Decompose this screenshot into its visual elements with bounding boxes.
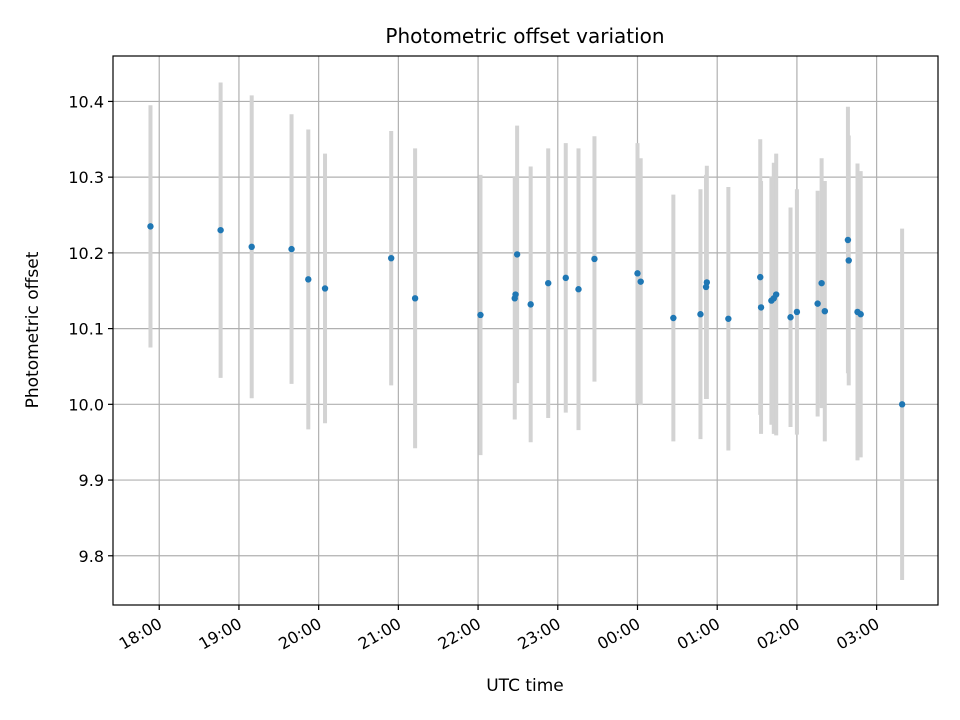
data-point xyxy=(591,255,598,263)
data-point xyxy=(697,311,704,318)
data-point xyxy=(527,301,534,308)
data-point xyxy=(575,286,582,293)
y-tick-label: 10.0 xyxy=(68,395,104,414)
data-point xyxy=(477,311,484,319)
data-point xyxy=(821,307,829,315)
data-point xyxy=(818,279,825,287)
data-point xyxy=(757,304,765,311)
data-point xyxy=(512,291,519,298)
data-point xyxy=(845,257,852,264)
y-tick-label: 10.1 xyxy=(68,320,104,339)
data-point xyxy=(321,285,329,292)
data-point xyxy=(793,308,801,316)
data-point xyxy=(288,245,295,253)
data-point xyxy=(772,291,780,298)
data-point xyxy=(857,311,864,318)
y-axis-label: Photometric offset xyxy=(23,251,43,408)
y-tick-label: 9.9 xyxy=(79,471,104,490)
data-point xyxy=(387,254,395,262)
data-point xyxy=(147,223,154,230)
y-axis-ticks: 9.8 9.9 10.0 10.1 10.2 10.3 10.4 xyxy=(68,92,113,566)
y-tick-label: 10.2 xyxy=(68,244,104,263)
data-point xyxy=(305,276,312,283)
data-point xyxy=(787,314,794,321)
x-axis-label: UTC time xyxy=(486,676,564,696)
data-point xyxy=(703,279,711,286)
data-point xyxy=(844,236,852,244)
data-point xyxy=(757,273,764,281)
data-point xyxy=(634,270,641,277)
data-point xyxy=(562,274,569,282)
data-point xyxy=(725,315,732,322)
y-tick-label: 10.3 xyxy=(68,168,104,187)
grid-lines xyxy=(113,56,938,605)
data-point xyxy=(217,226,224,234)
data-points xyxy=(147,223,906,408)
data-point xyxy=(637,278,644,285)
data-point xyxy=(513,251,521,258)
chart-title: Photometric offset variation xyxy=(385,24,664,48)
data-point xyxy=(670,314,677,322)
data-point xyxy=(814,300,821,307)
y-tick-label: 9.8 xyxy=(79,547,104,566)
data-point xyxy=(411,295,419,302)
plot-frame xyxy=(112,55,939,606)
data-point xyxy=(248,243,255,251)
y-tick-label: 10.4 xyxy=(68,92,104,111)
data-point xyxy=(898,401,906,408)
data-point xyxy=(545,279,552,287)
